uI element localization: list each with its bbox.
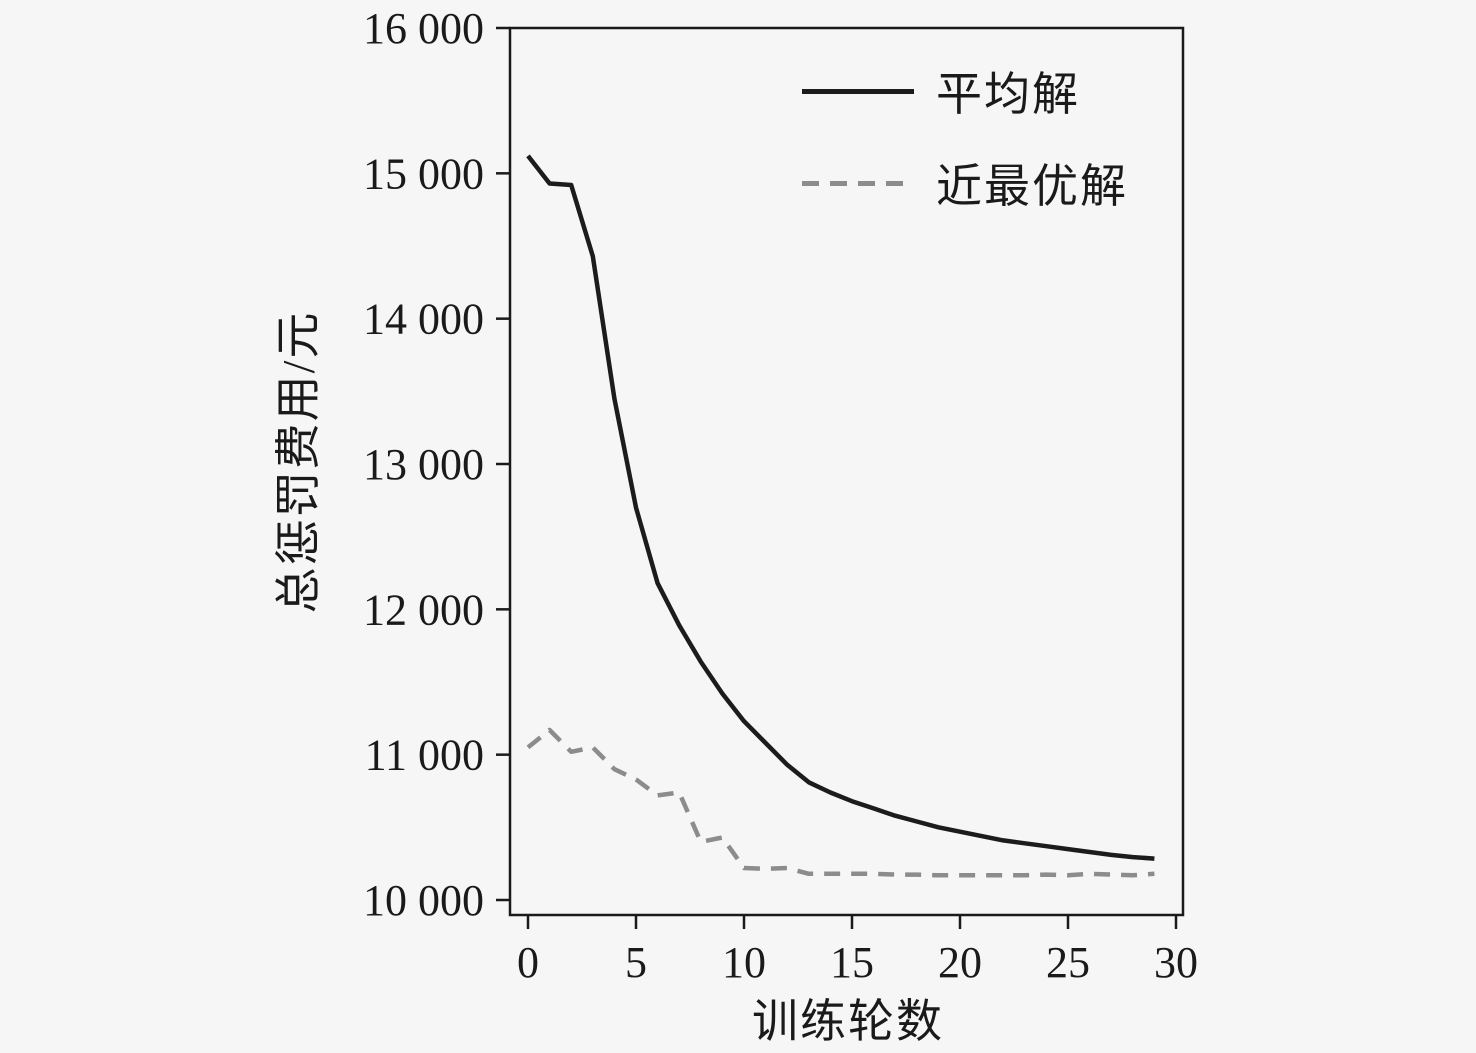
x-tick-label: 30 (1154, 938, 1198, 987)
series-average-line (526, 154, 1155, 861)
solid-line-swatch-icon (802, 88, 914, 94)
series-near-optimal-line (526, 727, 1155, 878)
y-tick-label: 14 000 (363, 295, 484, 344)
x-tick-label: 10 (722, 938, 766, 987)
x-tick-label: 5 (625, 938, 647, 987)
legend-label-average: 平均解 (936, 69, 1080, 120)
y-axis-title: 总惩罚费用/元 (273, 310, 324, 614)
dashed-line-swatch-icon (802, 180, 914, 186)
y-tick-label: 11 000 (365, 731, 484, 780)
y-tick-label: 12 000 (363, 585, 484, 634)
x-axis: 0 5 10 15 20 25 30 (517, 915, 1198, 987)
x-tick-label: 0 (517, 938, 539, 987)
x-tick-label: 15 (830, 938, 874, 987)
y-tick-label: 13 000 (363, 440, 484, 489)
y-tick-label: 15 000 (363, 149, 484, 198)
legend-item-near-optimal: 近最优解 (802, 150, 1128, 216)
y-tick-label: 10 000 (363, 876, 484, 925)
x-axis-title: 训练轮数 (752, 996, 944, 1047)
y-axis: 10 000 11 000 12 000 13 000 14 000 15 000 16 0… (363, 4, 510, 925)
y-tick-label: 16 000 (363, 4, 484, 53)
legend: 平均解 近最优解 (802, 58, 1128, 216)
legend-item-average: 平均解 (802, 58, 1128, 124)
plot-frame (508, 26, 1185, 917)
x-tick-label: 20 (938, 938, 982, 987)
legend-label-near-optimal: 近最优解 (936, 161, 1128, 212)
x-tick-label: 25 (1046, 938, 1090, 987)
